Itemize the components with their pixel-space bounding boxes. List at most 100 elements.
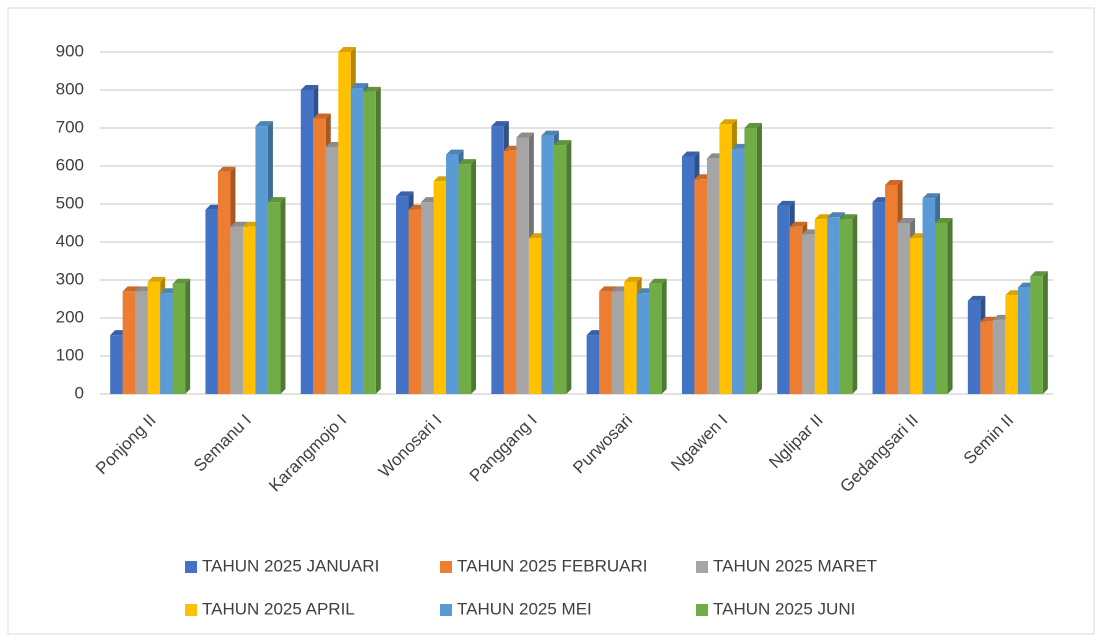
- bar-top: [839, 214, 858, 220]
- bar-top: [897, 218, 916, 223]
- bar: [827, 217, 840, 394]
- bar-top: [446, 149, 464, 155]
- bar-side: [280, 197, 286, 394]
- bar-side: [661, 278, 667, 394]
- bar-top: [885, 180, 903, 185]
- legend-swatch: [185, 604, 197, 616]
- legend-swatch: [696, 561, 708, 573]
- bar-top: [553, 140, 572, 146]
- bar: [839, 219, 853, 394]
- bar: [205, 209, 218, 394]
- legend-swatch: [185, 561, 197, 573]
- bar: [980, 321, 993, 394]
- bar-top: [935, 218, 953, 223]
- bar: [599, 291, 612, 394]
- bar-top: [363, 86, 381, 92]
- bar: [338, 52, 351, 394]
- bar-top: [172, 278, 191, 284]
- bar: [110, 335, 123, 394]
- y-tick-label: 500: [56, 193, 84, 212]
- bar: [885, 185, 898, 394]
- bar-side: [185, 278, 191, 394]
- bar: [872, 202, 886, 394]
- bar: [1005, 295, 1018, 394]
- bar: [731, 148, 745, 394]
- bar-top: [122, 286, 141, 292]
- bar-side: [471, 159, 477, 394]
- bar: [242, 226, 256, 394]
- bar-top: [789, 221, 808, 227]
- bar: [300, 90, 314, 394]
- y-tick-label: 200: [56, 307, 84, 326]
- bar: [802, 234, 815, 394]
- bar: [553, 145, 567, 394]
- y-tick-label: 900: [56, 41, 84, 60]
- bar: [586, 335, 600, 394]
- y-tick-label: 600: [56, 155, 84, 174]
- bar: [363, 91, 376, 395]
- bar-top: [267, 197, 286, 203]
- bar: [325, 147, 339, 394]
- bar-top: [827, 212, 845, 218]
- bar: [967, 300, 981, 394]
- bar: [147, 281, 161, 394]
- bar: [922, 198, 936, 394]
- y-tick-label: 300: [56, 269, 84, 288]
- legend-swatch: [440, 604, 452, 616]
- bar-top: [681, 151, 700, 157]
- bar: [910, 238, 923, 394]
- bar: [624, 281, 637, 394]
- bar-top: [516, 132, 534, 138]
- bar-side: [947, 218, 953, 394]
- bar: [396, 196, 409, 394]
- bar: [122, 291, 136, 394]
- bar-top: [599, 286, 617, 292]
- bar-side: [375, 86, 381, 395]
- bar-top: [922, 193, 941, 199]
- legend-label: TAHUN 2025 JANUARI: [202, 556, 379, 575]
- bar: [528, 238, 542, 394]
- bar: [719, 124, 732, 394]
- bar: [135, 291, 148, 394]
- bar: [491, 126, 504, 394]
- bar: [992, 319, 1006, 394]
- bar: [433, 181, 447, 394]
- bar-top: [777, 200, 795, 206]
- bar-top: [967, 295, 986, 301]
- bar: [313, 118, 326, 394]
- bar-top: [147, 276, 166, 282]
- bar: [217, 171, 231, 394]
- bar: [744, 128, 757, 394]
- bar: [230, 226, 243, 394]
- bar-top: [313, 113, 331, 119]
- bar: [421, 202, 434, 394]
- bar-top: [541, 130, 559, 136]
- legend-swatch: [696, 604, 708, 616]
- legend-label: TAHUN 2025 FEBRUARI: [457, 556, 648, 575]
- bar: [1030, 276, 1043, 394]
- bar: [789, 226, 803, 394]
- bar-top: [255, 121, 273, 127]
- bar: [172, 283, 186, 394]
- y-tick-label: 100: [56, 345, 84, 364]
- bar: [897, 223, 911, 394]
- bar-top: [491, 121, 509, 127]
- y-tick-label: 0: [75, 383, 84, 402]
- bar-top: [649, 278, 667, 284]
- legend-swatch: [440, 561, 452, 573]
- bar: [446, 154, 459, 394]
- bar-side: [1042, 271, 1048, 394]
- bar-top: [300, 85, 319, 90]
- legend-label: TAHUN 2025 MEI: [457, 599, 592, 618]
- y-tick-label: 400: [56, 231, 84, 250]
- bar: [267, 202, 281, 394]
- bar-top: [350, 83, 369, 89]
- bar-top: [458, 159, 477, 165]
- bar: [611, 291, 625, 394]
- bar: [350, 88, 364, 394]
- bar: [649, 283, 662, 394]
- bar-side: [566, 140, 572, 394]
- bar: [814, 219, 828, 394]
- bar: [255, 126, 268, 394]
